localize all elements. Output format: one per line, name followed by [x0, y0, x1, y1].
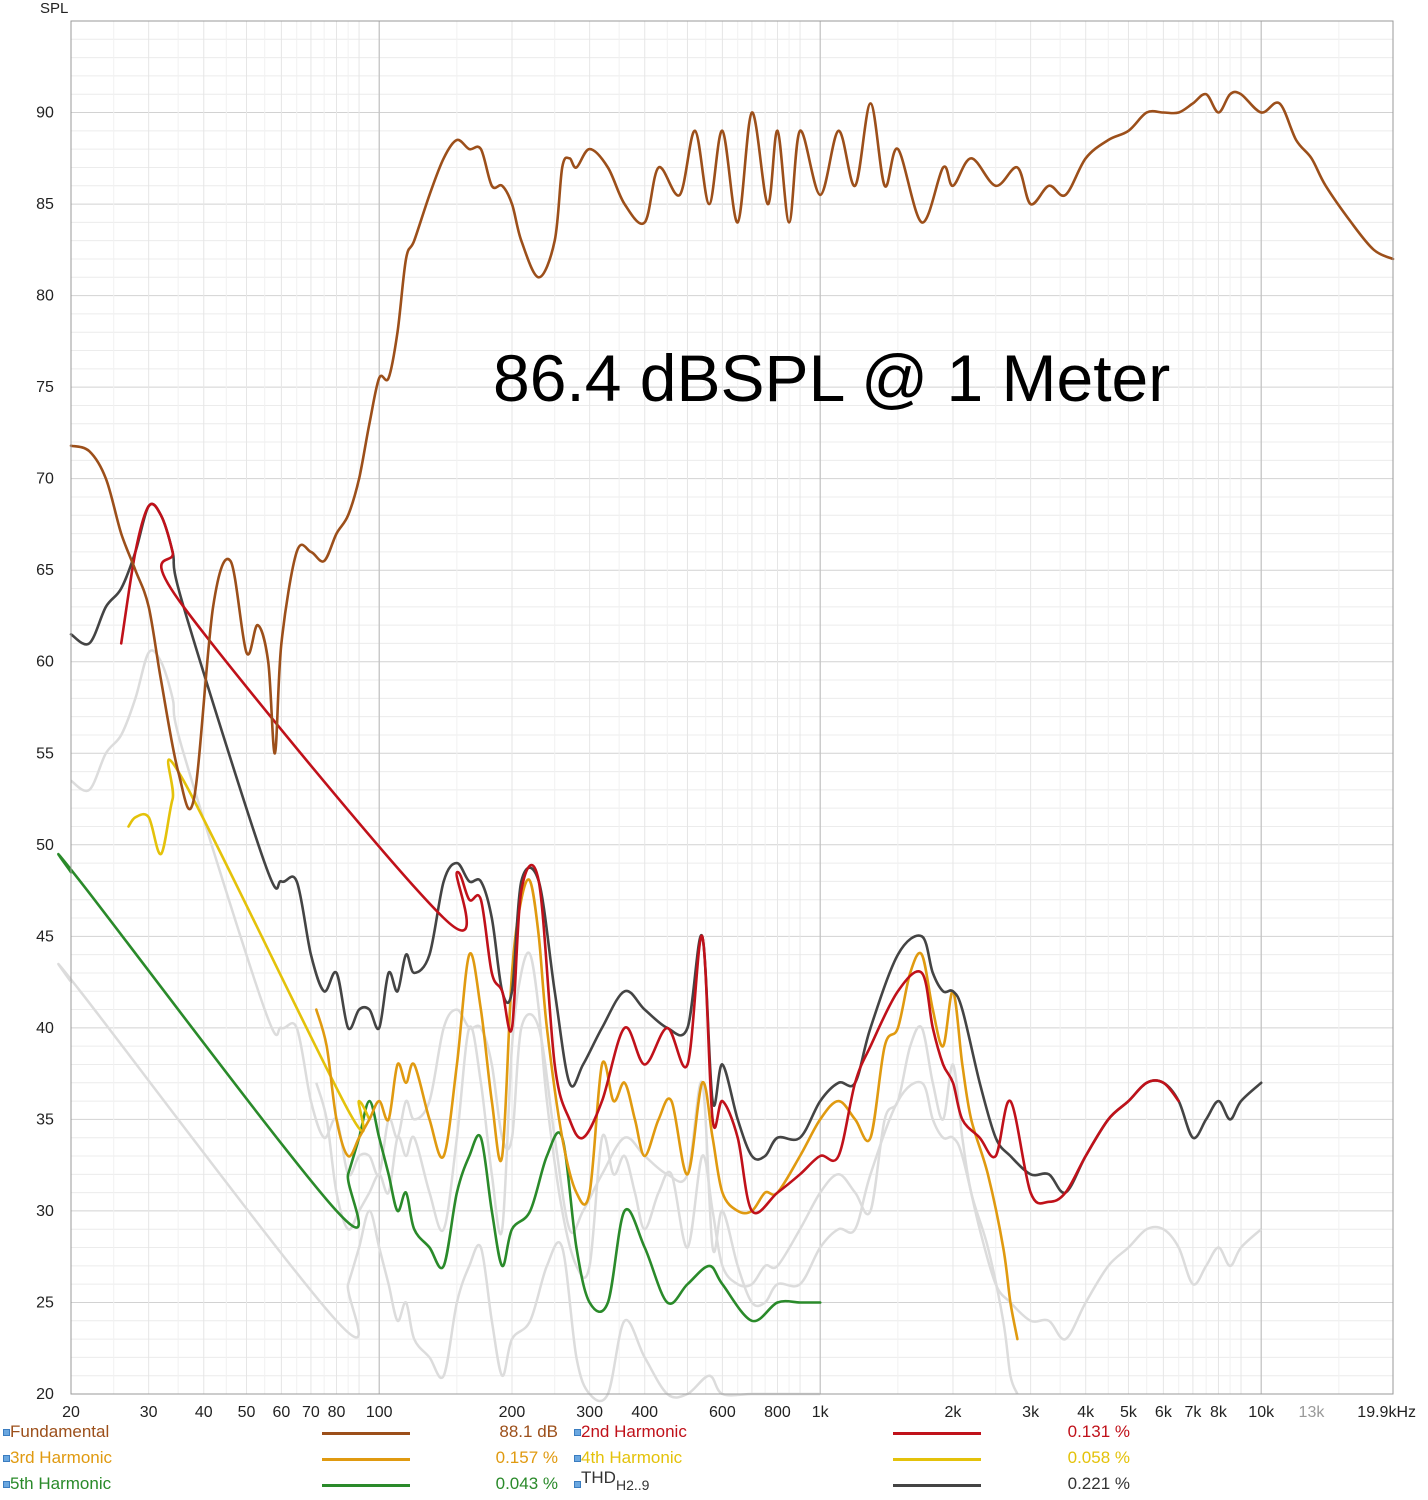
- y-tick-label: 70: [36, 471, 54, 488]
- x-tick-label: 70: [302, 1404, 320, 1418]
- ghost-trace: [70, 649, 1263, 1341]
- legend-series-value: 0.157 %: [495, 1448, 558, 1467]
- x-tick-label: 600: [709, 1404, 736, 1418]
- y-tick-label: 85: [36, 196, 54, 213]
- y-tick-label: 35: [36, 1111, 54, 1128]
- legend-line-swatch: [322, 1432, 410, 1435]
- legend-line-swatch: [893, 1484, 981, 1487]
- x-tick-label: 4k: [1077, 1404, 1095, 1418]
- legend-series-name: 3rd Harmonic: [10, 1448, 113, 1467]
- y-tick-label: 20: [36, 1386, 54, 1403]
- y-axis-labels: 20 25 30 35 40 45 50 55 60 65 70 75 80 85 90: [36, 105, 54, 1403]
- series-2nd-harmonic-line: [119, 502, 1180, 1215]
- legend-line-swatch: [893, 1458, 981, 1461]
- legend: Fundamental 88.1 dB 2nd Harmonic 0.131 % 3rd…: [0, 1418, 1428, 1500]
- legend-series-name: THDH2..9: [581, 1468, 650, 1493]
- chart-annotation: 86.4 dBSPL @ 1 Meter: [493, 341, 1170, 415]
- legend-row: 3rd Harmonic 0.157 % 4th Harmonic 0.058 %: [0, 1446, 1428, 1472]
- x-tick-label: 6k: [1155, 1404, 1173, 1418]
- x-tick-label: 2k: [945, 1404, 963, 1418]
- x-tick-label: 20: [62, 1404, 80, 1418]
- legend-series-subscript: H2..9: [615, 1477, 650, 1493]
- x-tick-label: 3k: [1022, 1404, 1040, 1418]
- y-tick-label: 45: [36, 928, 54, 945]
- legend-row: Fundamental 88.1 dB 2nd Harmonic 0.131 %: [0, 1420, 1428, 1446]
- plot-border: [70, 20, 1394, 1395]
- x-tick-label: 200: [499, 1404, 526, 1418]
- ghost-trace: [315, 951, 1019, 1395]
- y-tick-label: 55: [36, 745, 54, 762]
- legend-toggle-icon[interactable]: [574, 1429, 581, 1436]
- y-tick-label: 40: [36, 1020, 54, 1037]
- legend-toggle-icon[interactable]: [574, 1455, 581, 1462]
- x-tick-label: 50: [238, 1404, 256, 1418]
- legend-series-value: 0.058 %: [1067, 1448, 1130, 1467]
- legend-toggle-icon[interactable]: [3, 1481, 10, 1488]
- x-tick-label: 19.9kHz: [1357, 1404, 1416, 1418]
- legend-toggle-icon[interactable]: [3, 1455, 10, 1462]
- x-tick-label: 400: [631, 1404, 658, 1418]
- legend-series-value: 0.131 %: [1067, 1422, 1130, 1441]
- x-tick-label: 13k: [1299, 1404, 1326, 1418]
- legend-series-name: Fundamental: [10, 1422, 110, 1441]
- y-tick-label: 80: [36, 288, 54, 305]
- x-tick-label: 8k: [1210, 1404, 1228, 1418]
- series-thd-line: [69, 502, 1263, 1195]
- legend-series-value: 88.1 dB: [499, 1422, 558, 1441]
- x-tick-label: 1k: [812, 1404, 830, 1418]
- x-tick-label: 10k: [1248, 1404, 1275, 1418]
- legend-toggle-icon[interactable]: [3, 1429, 10, 1436]
- x-tick-label: 7k: [1184, 1404, 1202, 1418]
- y-tick-label: 75: [36, 379, 54, 396]
- y-tick-label: 30: [36, 1203, 54, 1220]
- legend-row: 5th Harmonic 0.043 % THDH2..9 0.221 %: [0, 1468, 1428, 1498]
- legend-line-swatch: [893, 1432, 981, 1435]
- series-4th-harmonic-line: [127, 758, 371, 1133]
- x-tick-label: 5k: [1120, 1404, 1138, 1418]
- legend-series-value: 0.221 %: [1067, 1474, 1130, 1493]
- x-axis-labels: 20 30 40 50 60 70 80 100 200 300 400 600 800 1k 2k 3k 4k…: [62, 1404, 1416, 1418]
- y-tick-label: 25: [36, 1294, 54, 1311]
- x-tick-label: 40: [195, 1404, 213, 1418]
- legend-series-value: 0.043 %: [495, 1474, 558, 1493]
- legend-line-swatch: [322, 1484, 410, 1487]
- legend-line-swatch: [322, 1458, 410, 1461]
- series-lines: [57, 90, 1395, 1341]
- x-tick-label: 800: [764, 1404, 791, 1418]
- legend-toggle-icon[interactable]: [574, 1481, 581, 1488]
- y-axis-title: SPL: [40, 0, 68, 17]
- y-tick-label: 60: [36, 654, 54, 671]
- x-tick-label: 100: [366, 1404, 393, 1418]
- x-tick-label: 60: [273, 1404, 291, 1418]
- x-tick-label: 300: [576, 1404, 603, 1418]
- series-3rd-harmonic-line: [315, 878, 1019, 1341]
- y-tick-label: 50: [36, 837, 54, 854]
- legend-series-name: 2nd Harmonic: [581, 1422, 687, 1441]
- legend-series-name: 4th Harmonic: [581, 1448, 683, 1467]
- spl-distortion-chart: 20 25 30 35 40 45 50 55 60 65 70 75 80 85 90 20 30 40 50 6…: [36, 0, 1416, 1418]
- y-tick-label: 65: [36, 562, 54, 579]
- x-tick-label: 30: [140, 1404, 158, 1418]
- y-tick-label: 90: [36, 105, 54, 122]
- legend-series-name: 5th Harmonic: [10, 1474, 112, 1493]
- chart-grid: [70, 20, 1393, 1395]
- series-fundamental-line: [69, 90, 1395, 811]
- x-tick-label: 80: [328, 1404, 346, 1418]
